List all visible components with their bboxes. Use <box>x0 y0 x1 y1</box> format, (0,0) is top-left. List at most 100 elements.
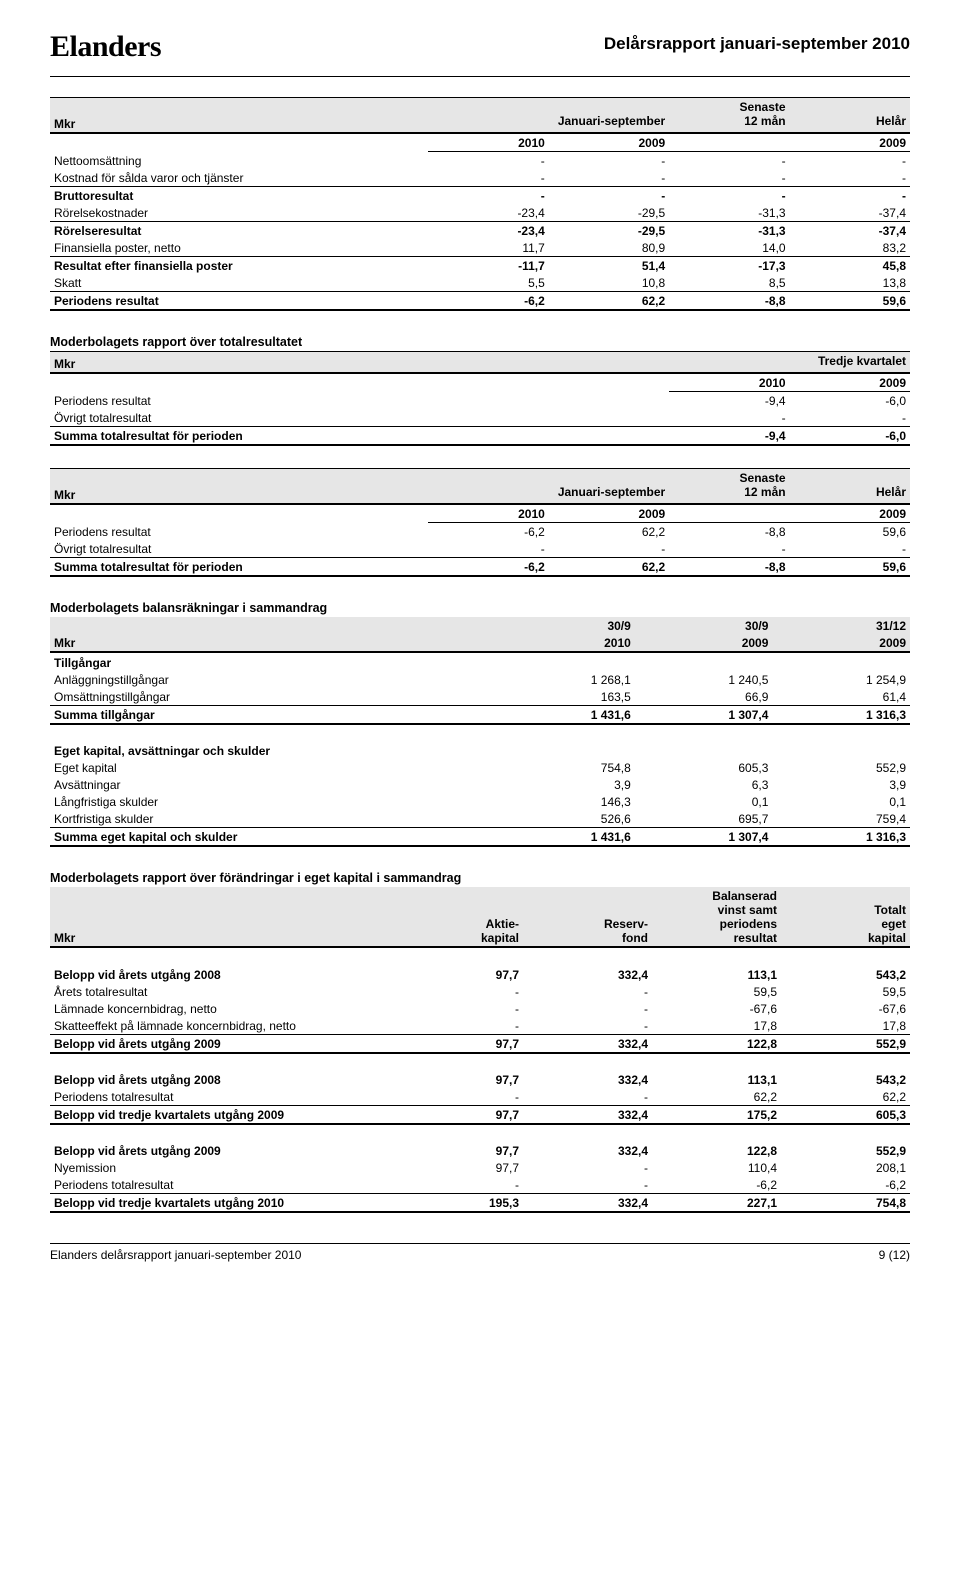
cell: 605,3 <box>635 759 773 776</box>
cell: 62,2 <box>549 292 669 311</box>
cell <box>635 724 773 742</box>
year-2009b: 2009 <box>790 133 910 152</box>
cell: 332,4 <box>523 1194 652 1213</box>
section-title-equity: Moderbolagets rapport över förändringar … <box>50 871 910 885</box>
cell: -9,4 <box>669 427 789 446</box>
row-label: Nettoomsättning <box>50 152 428 170</box>
cell: 61,4 <box>772 688 910 706</box>
row-label: Eget kapital <box>50 759 497 776</box>
cell: - <box>394 1000 523 1017</box>
cell: - <box>669 409 789 427</box>
table-row: Skatt5,510,88,513,8 <box>50 274 910 292</box>
cell: 3,9 <box>772 776 910 793</box>
cell: 759,4 <box>772 810 910 828</box>
cell: 163,5 <box>497 688 635 706</box>
cell: 1 240,5 <box>635 671 773 688</box>
row-label <box>50 1124 394 1142</box>
year-2010: 2010 <box>669 373 789 392</box>
table-row: Periodens totalresultat---6,2-6,2 <box>50 1176 910 1194</box>
row-label: Periodens resultat <box>50 392 669 410</box>
cell: 695,7 <box>635 810 773 828</box>
table-row: Periodens resultat-6,262,2-8,859,6 <box>50 523 910 541</box>
cell: 175,2 <box>652 1106 781 1125</box>
col-share-capital: Aktie- kapital <box>394 887 523 947</box>
cell: - <box>428 152 548 170</box>
table-row: Belopp vid årets utgång 200897,7332,4113… <box>50 966 910 983</box>
col-group-q3: Tredje kvartalet <box>669 352 910 370</box>
equity-changes-table: Mkr Aktie- kapital Reserv- fond Balanser… <box>50 887 910 1213</box>
cell: 332,4 <box>523 1035 652 1054</box>
footer-page-number: 9 (12) <box>879 1248 910 1262</box>
row-label <box>50 724 497 742</box>
table-row: Kostnad för sålda varor och tjänster---- <box>50 169 910 187</box>
table-row: Belopp vid tredje kvartalets utgång 2009… <box>50 1106 910 1125</box>
cell: 605,3 <box>781 1106 910 1125</box>
col-group-year: Helår <box>790 469 910 501</box>
row-label: Summa totalresultat för perioden <box>50 427 669 446</box>
cell: -37,4 <box>790 222 910 240</box>
table-row: Periodens resultat-9,4-6,0 <box>50 392 910 410</box>
cell: -8,8 <box>669 558 789 577</box>
cell: 62,2 <box>549 558 669 577</box>
unit-label: Mkr <box>50 469 428 505</box>
cell: - <box>523 1000 652 1017</box>
table-row: Rörelsekostnader-23,4-29,5-31,3-37,4 <box>50 204 910 222</box>
table-row: Summa tillgångar1 431,61 307,41 316,3 <box>50 706 910 725</box>
row-label: Övrigt totalresultat <box>50 540 428 558</box>
year-2009: 2009 <box>549 133 669 152</box>
cell: - <box>428 187 548 205</box>
table-row: Skatteeffekt på lämnade koncernbidrag, n… <box>50 1017 910 1035</box>
cell: 1 307,4 <box>635 706 773 725</box>
cell: - <box>790 409 910 427</box>
cell: 526,6 <box>497 810 635 828</box>
cell <box>394 1124 523 1142</box>
table-row: Periodens resultat-6,262,2-8,859,6 <box>50 292 910 311</box>
col-group-12m: Senaste 12 mån <box>669 98 789 130</box>
unit-label: Mkr <box>50 617 497 652</box>
table-row: Övrigt totalresultat---- <box>50 540 910 558</box>
cell: 8,5 <box>669 274 789 292</box>
cell: 1 316,3 <box>772 828 910 847</box>
cell: - <box>523 1176 652 1194</box>
cell: 543,2 <box>781 966 910 983</box>
cell: 113,1 <box>652 966 781 983</box>
cell: 51,4 <box>549 257 669 275</box>
year-2010: 2010 <box>428 133 548 152</box>
cell: -67,6 <box>652 1000 781 1017</box>
row-label: Skatt <box>50 274 428 292</box>
cell: -17,3 <box>669 257 789 275</box>
cell: - <box>428 169 548 187</box>
logo: Elanders <box>50 30 161 64</box>
total-result-q-table: Mkr Tredje kvartalet 2010 2009 Periodens… <box>50 351 910 446</box>
cell: 332,4 <box>523 966 652 983</box>
cell: 208,1 <box>781 1159 910 1176</box>
cell: 552,9 <box>781 1142 910 1159</box>
cell: - <box>669 169 789 187</box>
cell: - <box>669 152 789 170</box>
table-row <box>50 1053 910 1071</box>
cell <box>652 1053 781 1071</box>
table-row: Eget kapital754,8605,3552,9 <box>50 759 910 776</box>
cell: 59,5 <box>652 983 781 1000</box>
row-label: Summa eget kapital och skulder <box>50 828 497 847</box>
row-label: Anläggningstillgångar <box>50 671 497 688</box>
header-title: Delårsrapport januari-september 2010 <box>604 30 910 54</box>
cell: -8,8 <box>669 292 789 311</box>
cell: -6,2 <box>781 1176 910 1194</box>
row-label: Periodens totalresultat <box>50 1088 394 1106</box>
page-header: Elanders Delårsrapport januari-september… <box>50 30 910 64</box>
unit-label: Mkr <box>50 98 428 134</box>
cell <box>523 1124 652 1142</box>
table-row <box>50 724 910 742</box>
table-row: Belopp vid årets utgång 200997,7332,4122… <box>50 1035 910 1054</box>
col-group-12m: Senaste 12 mån <box>669 469 789 501</box>
cell: - <box>428 540 548 558</box>
cell: - <box>394 1017 523 1035</box>
balance-sheet-table: Mkr 30/9 30/9 31/12 2010 2009 2009 Tillg… <box>50 617 910 847</box>
row-label: Tillgångar <box>50 654 497 671</box>
cell: 14,0 <box>669 239 789 257</box>
cell: 59,6 <box>790 558 910 577</box>
row-label: Årets totalresultat <box>50 983 394 1000</box>
cell: - <box>394 983 523 1000</box>
cell <box>394 1053 523 1071</box>
